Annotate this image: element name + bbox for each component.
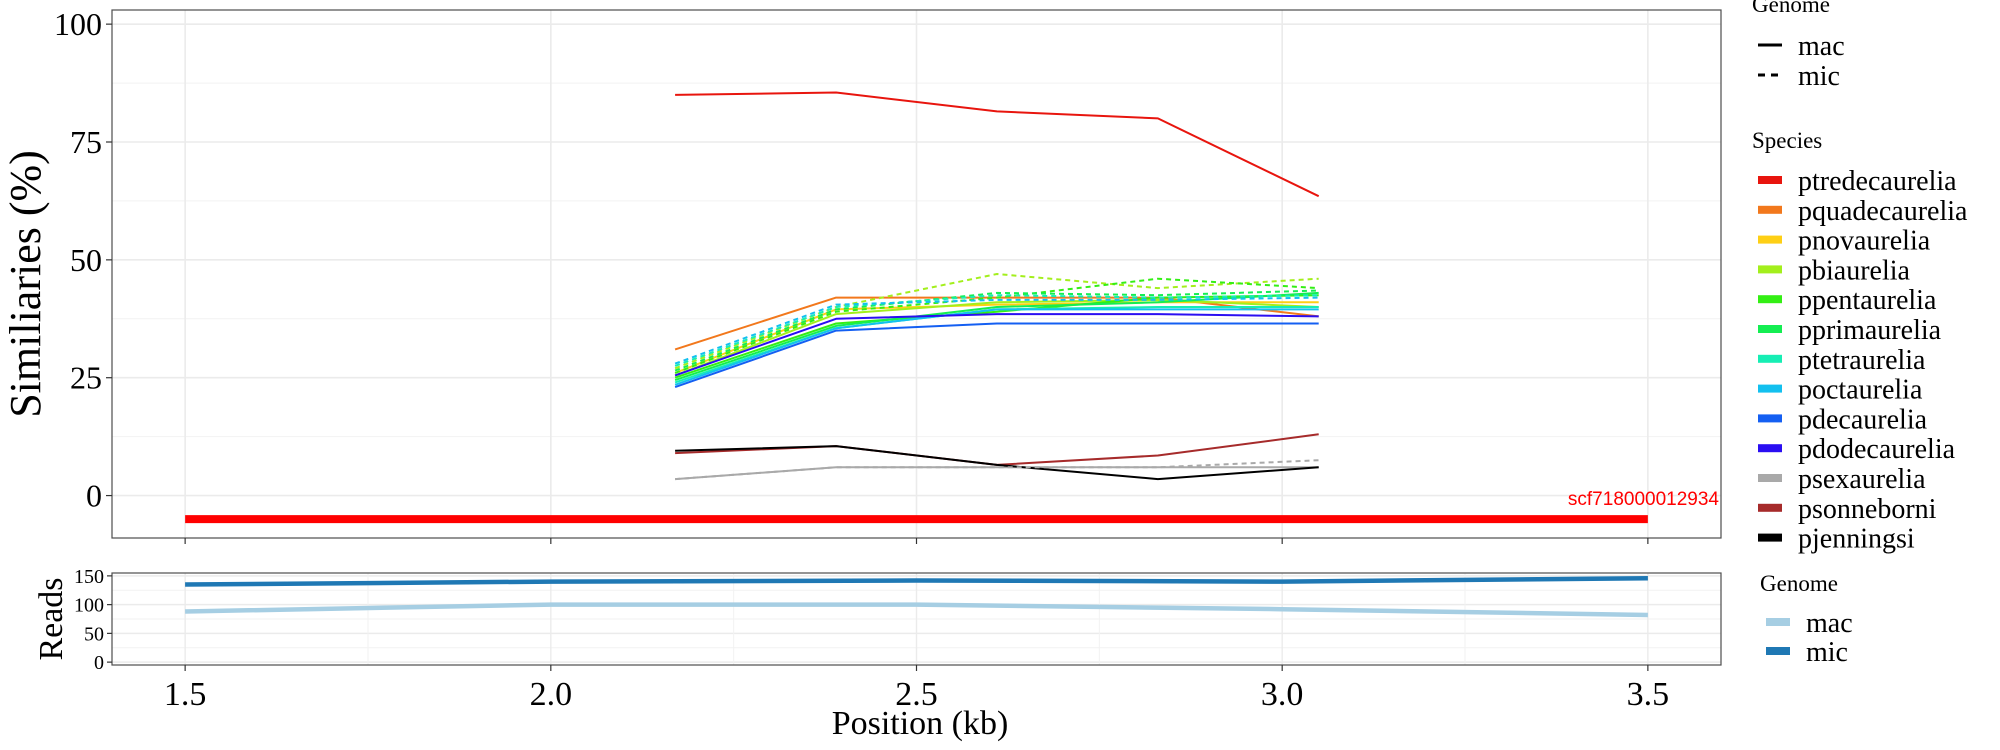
legend-swatch-ppentaurelia xyxy=(1758,295,1782,304)
series-line-ptredecaurelia-mac xyxy=(675,91,1320,198)
legend-label-pbiaurelia: pbiaurelia xyxy=(1798,255,1911,286)
legend-label-ppentaurelia: ppentaurelia xyxy=(1798,285,1937,316)
legend-label-psonneborni: psonneborni xyxy=(1798,494,1937,525)
legend-label-poctaurelia: poctaurelia xyxy=(1798,375,1923,406)
x-tick-label: 3.0 xyxy=(1261,676,1304,713)
legend-swatch-pjenningsi xyxy=(1758,533,1782,542)
reads-panel: 0 50 100 150 1.5 2.0 2.5 3.0 3.5 Reads Position… xyxy=(33,566,1722,742)
legend-swatch-ptredecaurelia xyxy=(1758,176,1782,184)
legend-label-pdecaurelia: pdecaurelia xyxy=(1798,404,1928,435)
legend-label-mac: mac xyxy=(1806,608,1853,639)
similarity-gridlines xyxy=(112,10,1721,538)
legend-title-species: Species xyxy=(1752,128,1822,153)
reads-y-axis: 0 50 100 150 xyxy=(74,566,112,674)
legend-label-mic: mic xyxy=(1798,61,1840,92)
series-line-pdodecaurelia-mac xyxy=(674,313,1319,377)
x-tick-label: 1.5 xyxy=(164,676,207,713)
contig-label: scf718000012934 xyxy=(1568,489,1720,510)
series-line-ppentaurelia-mic xyxy=(674,277,1319,374)
legend-label-pquadecaurelia: pquadecaurelia xyxy=(1798,196,1968,227)
x-axis-label: Position (kb) xyxy=(832,705,1009,742)
y-tick-label: 100 xyxy=(74,595,104,617)
y-tick-label: 25 xyxy=(70,360,102,396)
series-line-pbiaurelia-mic xyxy=(674,273,1319,370)
legend-label-ptredecaurelia: ptredecaurelia xyxy=(1798,166,1957,197)
similarity-x-axis-ticks xyxy=(184,538,1649,544)
x-axis: 1.5 2.0 2.5 3.0 3.5 xyxy=(164,665,1669,713)
y-tick-label: 100 xyxy=(54,6,102,42)
legend-label-psexaurelia: psexaurelia xyxy=(1798,464,1926,495)
legend-label-pnovaurelia: pnovaurelia xyxy=(1798,226,1931,257)
reads-line-mac xyxy=(185,602,1648,618)
y-tick-label: 75 xyxy=(70,124,102,160)
similarity-y-axis-label: Similiaries (%) xyxy=(1,150,50,418)
legend-label-ptetraurelia: ptetraurelia xyxy=(1798,345,1926,376)
contig-annotation: scf718000012934 xyxy=(185,489,1720,524)
legend-label-pjenningsi: pjenningsi xyxy=(1798,524,1915,555)
series-line-ppentaurelia-mac xyxy=(674,294,1319,379)
legend-swatch-poctaurelia xyxy=(1758,384,1782,393)
similarity-series xyxy=(674,91,1320,481)
y-tick-label: 150 xyxy=(74,566,104,588)
series-line-pprimaurelia-mac xyxy=(674,291,1319,382)
reads-y-axis-label: Reads xyxy=(33,577,70,660)
legend-title-genome: Genome xyxy=(1760,571,1838,596)
legend-label-pdodecaurelia: pdodecaurelia xyxy=(1798,434,1956,465)
reads-line-mic xyxy=(185,575,1648,587)
legend-swatch-pquadecaurelia xyxy=(1758,205,1782,214)
y-tick-label: 50 xyxy=(70,242,102,278)
series-line-psexaurelia-mac xyxy=(675,466,1319,481)
x-tick-label: 2.0 xyxy=(530,676,573,713)
similarity-y-axis: 0 25 50 75 100 xyxy=(54,6,112,514)
legend-swatch-ptetraurelia xyxy=(1758,354,1782,363)
y-tick-label: 50 xyxy=(84,623,104,645)
legend-swatch-mic xyxy=(1766,647,1790,655)
series-line-pbiaurelia-mac xyxy=(674,298,1319,377)
x-tick-label: 3.5 xyxy=(1627,676,1670,713)
legend-swatch-psonneborni xyxy=(1758,503,1782,512)
y-tick-label: 0 xyxy=(94,652,104,674)
legend-swatch-pdecaurelia xyxy=(1758,414,1782,423)
legend-label-mac: mac xyxy=(1798,31,1845,62)
y-tick-label: 0 xyxy=(86,478,102,514)
legend-swatch-psexaurelia xyxy=(1758,474,1782,482)
series-line-pprimaurelia-mic xyxy=(674,289,1319,372)
legend-swatch-mac xyxy=(1766,618,1790,626)
legend-swatch-pnovaurelia xyxy=(1758,235,1782,244)
series-line-pdecaurelia-mac xyxy=(674,322,1319,389)
x-tick-label: 2.5 xyxy=(895,676,938,713)
reads-series xyxy=(185,575,1648,618)
legend-swatch-pdodecaurelia xyxy=(1758,444,1782,453)
legend-label-mic: mic xyxy=(1806,637,1848,668)
legend-swatch-pprimaurelia xyxy=(1758,325,1782,333)
series-line-pjenningsi-mac xyxy=(675,445,1319,481)
legend-swatch-pbiaurelia xyxy=(1758,265,1782,274)
series-line-poctaurelia-mac xyxy=(674,308,1319,386)
reads-gridlines xyxy=(112,573,1721,665)
similarity-panel: scf718000012934 0 25 50 75 100 Similiaries (… xyxy=(1,6,1722,544)
legend-title-genome: Genome xyxy=(1752,0,1830,17)
legend-label-pprimaurelia: pprimaurelia xyxy=(1798,315,1942,346)
